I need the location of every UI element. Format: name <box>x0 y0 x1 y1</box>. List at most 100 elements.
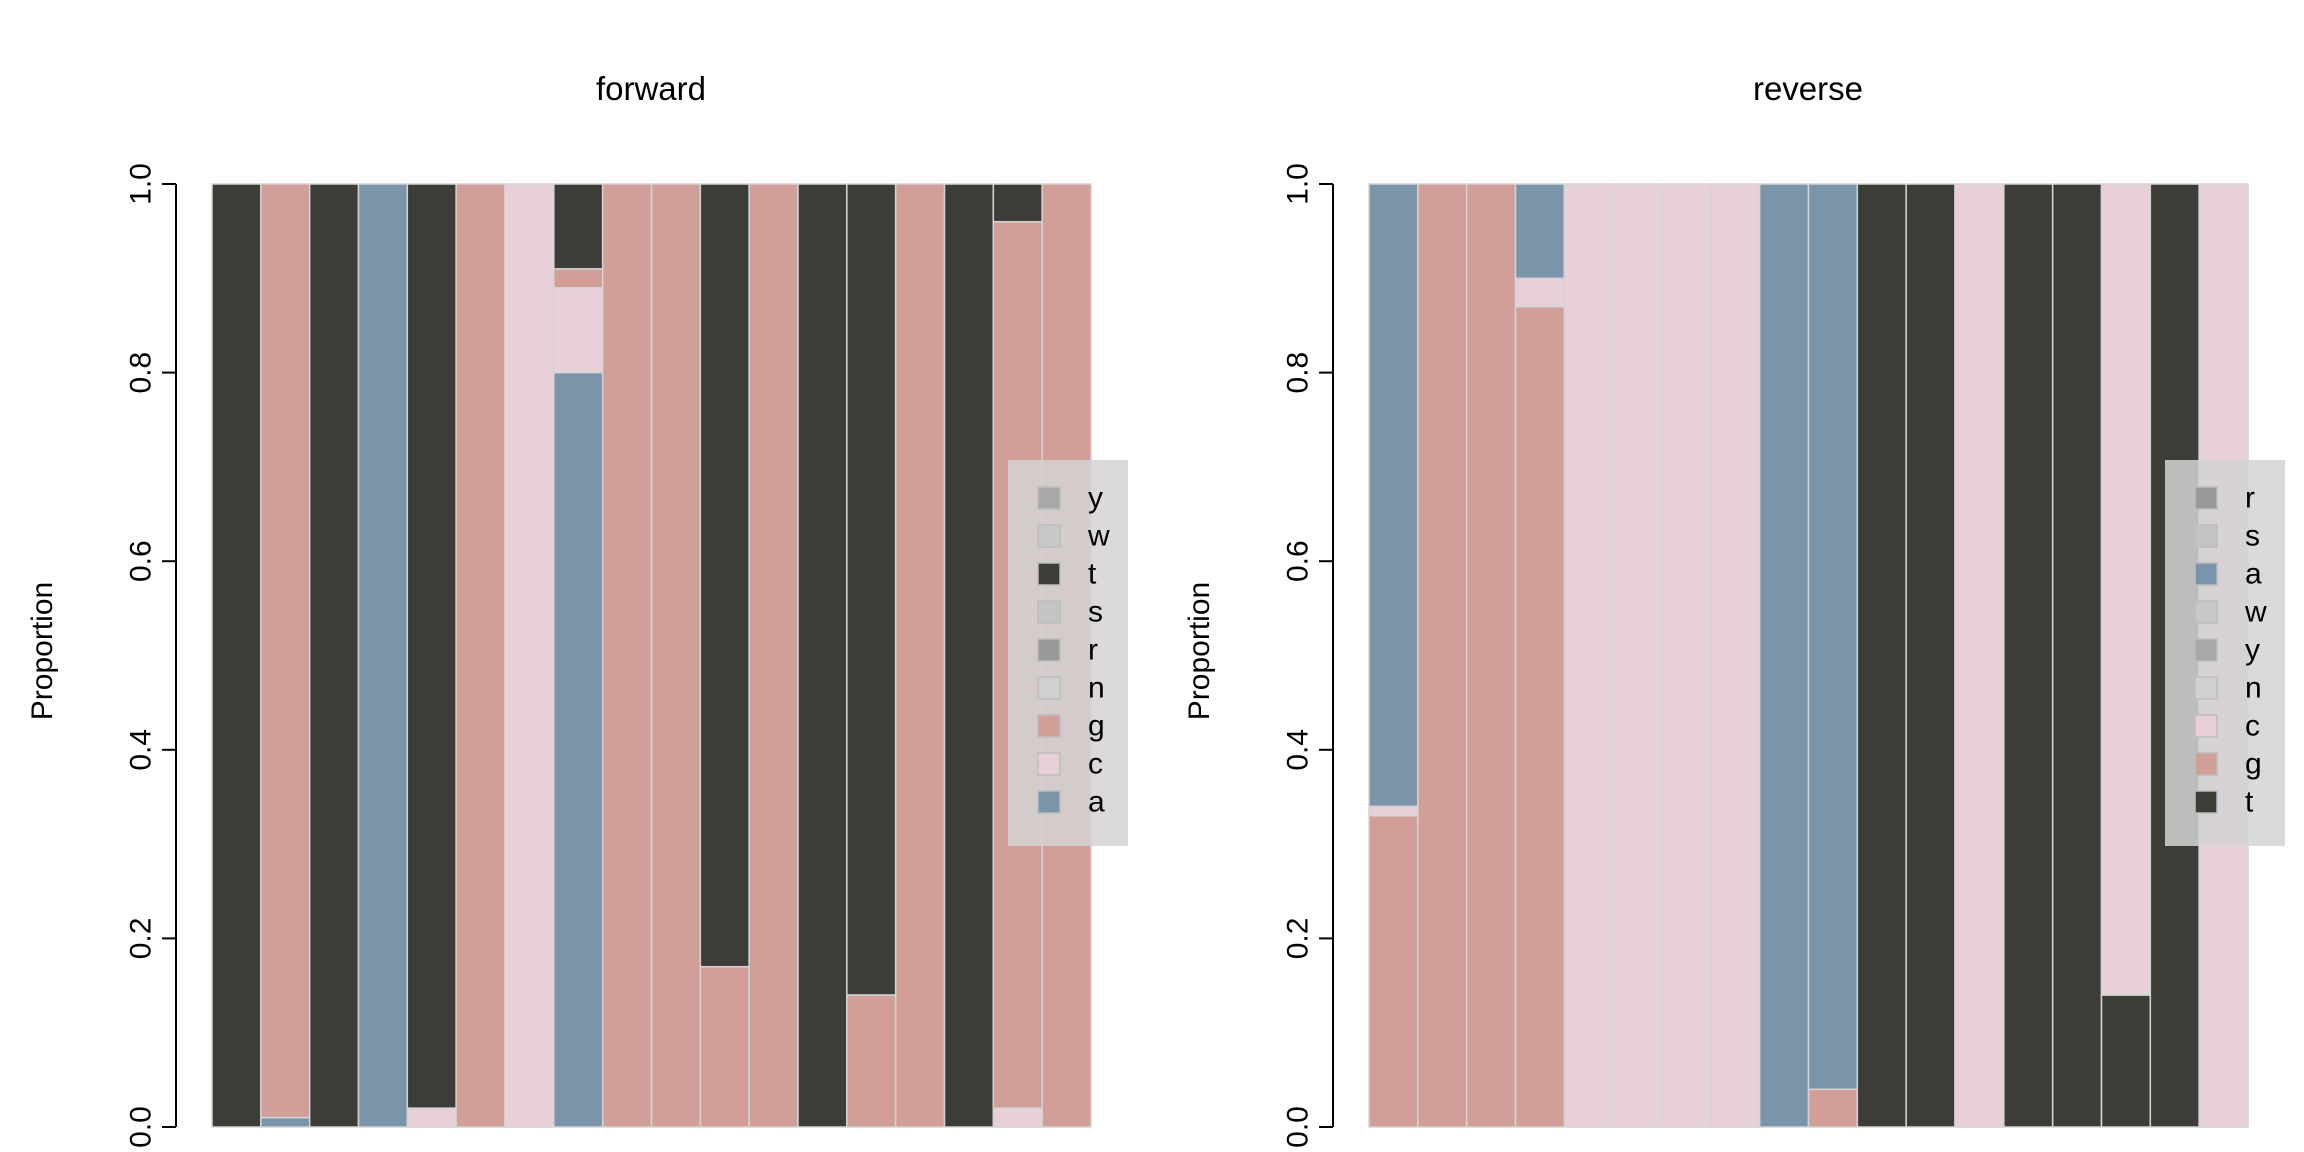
y-tick-label: 0.2 <box>125 918 158 960</box>
reverse-title: reverse <box>1753 70 1863 107</box>
legend-swatch-c <box>1037 752 1061 776</box>
bar-segment-12-t <box>1905 183 1956 1128</box>
legend-swatch-w <box>1037 524 1061 548</box>
legend-label-w: w <box>1087 520 1110 553</box>
legend-label-g: g <box>1088 710 1105 743</box>
forward-panel: forward Proportion 0.0 0.2 0.4 0.6 0.8 1.0 yw… <box>26 70 1128 1148</box>
bar-segment-15-g <box>894 183 946 1128</box>
bar-segment-17-c <box>992 1107 1043 1128</box>
bar-segment-8-t <box>553 183 604 270</box>
legend-background <box>2165 460 2285 846</box>
y-tick-label: 0.6 <box>1282 540 1315 582</box>
bar-segment-16-c <box>2100 183 2152 996</box>
bar-segment-14-t <box>846 183 897 996</box>
bar-segment-5-c <box>1563 183 1614 1128</box>
bar-segment-1-g <box>1368 815 1419 1128</box>
reverse-y-axis-label: Proportion <box>1183 582 1216 720</box>
bar-segment-7-c <box>504 183 555 1128</box>
legend-swatch-r <box>2194 486 2218 510</box>
bar-segment-5-c <box>406 1107 457 1128</box>
bar-segment-1-c <box>1368 805 1419 817</box>
bar-segment-4-a <box>357 183 409 1128</box>
bar-segment-3-t <box>308 183 360 1128</box>
bar-segment-2-a <box>260 1116 311 1128</box>
legend-label-n: n <box>1088 672 1105 705</box>
forward-y-axis-label: Proportion <box>26 582 59 720</box>
forward-y-axis: 0.0 0.2 0.4 0.6 0.8 1.0 <box>125 163 177 1148</box>
legend-swatch-g <box>1037 714 1061 738</box>
legend-swatch-n <box>2194 676 2218 700</box>
y-tick-label: 0.0 <box>125 1106 158 1148</box>
bar-segment-11-t <box>699 183 750 968</box>
legend-label-r: r <box>1088 634 1098 667</box>
bar-segment-10-a <box>1807 183 1859 1091</box>
bar-segment-8-g <box>553 268 604 289</box>
y-tick-label: 0.4 <box>1282 729 1315 771</box>
y-tick-label: 0.8 <box>1282 352 1315 394</box>
legend-label-g: g <box>2245 748 2262 781</box>
bar-segment-4-c <box>1514 277 1566 308</box>
y-tick-label: 1.0 <box>1282 163 1315 205</box>
legend-label-y: y <box>2245 634 2260 667</box>
bar-segment-13-c <box>1954 183 2005 1128</box>
legend-swatch-n <box>1037 676 1061 700</box>
bar-segment-10-g <box>650 183 702 1128</box>
legend-label-a: a <box>2245 558 2262 591</box>
bar-segment-10-g <box>1807 1088 1859 1128</box>
reverse-panel: reverse Proportion 0.0 0.2 0.4 0.6 0.8 1.0 rs… <box>1183 70 2285 1148</box>
legend-label-s: s <box>2245 520 2260 553</box>
legend-label-c: c <box>1088 748 1103 781</box>
bar-segment-8-c <box>553 286 604 374</box>
bar-segment-8-c <box>1710 183 1761 1128</box>
y-tick-label: 0.4 <box>125 729 158 771</box>
legend-label-s: s <box>1088 596 1103 629</box>
bar-segment-17-t <box>992 183 1043 223</box>
bar-segment-12-g <box>748 183 799 1128</box>
bar-segment-2-g <box>1417 183 1468 1128</box>
legend-swatch-g <box>2194 752 2218 776</box>
bar-segment-13-t <box>797 183 848 1128</box>
legend-swatch-t <box>2194 790 2218 814</box>
bar-segment-16-t <box>2100 994 2152 1128</box>
bar-segment-3-g <box>1465 183 1517 1128</box>
legend-swatch-y <box>1037 486 1061 510</box>
legend-swatch-a <box>2194 562 2218 586</box>
bar-segment-1-t <box>211 183 262 1128</box>
legend-swatch-s <box>2194 524 2218 548</box>
y-tick-label: 0.6 <box>125 540 158 582</box>
bar-segment-14-g <box>846 994 897 1128</box>
reverse-bars <box>1368 183 2249 1128</box>
legend-swatch-c <box>2194 714 2218 738</box>
legend-label-a: a <box>1088 786 1105 819</box>
legend-label-w: w <box>2244 596 2267 629</box>
bar-segment-6-c <box>1612 183 1663 1128</box>
forward-bars <box>211 183 1092 1128</box>
bar-segment-4-g <box>1514 305 1566 1128</box>
legend-label-r: r <box>2245 482 2255 515</box>
legend-swatch-r <box>1037 638 1061 662</box>
legend-label-t: t <box>2245 786 2254 819</box>
bar-segment-15-t <box>2051 183 2103 1128</box>
y-tick-label: 0.0 <box>1282 1106 1315 1148</box>
bar-segment-9-g <box>601 183 653 1128</box>
bar-segment-8-a <box>553 371 604 1128</box>
y-tick-label: 0.8 <box>125 352 158 394</box>
legend-swatch-a <box>1037 790 1061 814</box>
bar-segment-14-t <box>2003 183 2054 1128</box>
legend-swatch-w <box>2194 600 2218 624</box>
bar-segment-16-t <box>943 183 995 1128</box>
legend-label-n: n <box>2245 672 2262 705</box>
legend-label-c: c <box>2245 710 2260 743</box>
bar-segment-11-g <box>699 965 750 1128</box>
bar-segment-1-a <box>1368 183 1419 808</box>
bar-segment-9-a <box>1758 183 1810 1128</box>
forward-title: forward <box>596 70 706 107</box>
legend-label-y: y <box>1088 482 1103 515</box>
legend-swatch-y <box>2194 638 2218 662</box>
bar-segment-5-t <box>406 183 457 1109</box>
bar-segment-4-a <box>1514 183 1566 280</box>
legend-swatch-t <box>1037 562 1061 586</box>
